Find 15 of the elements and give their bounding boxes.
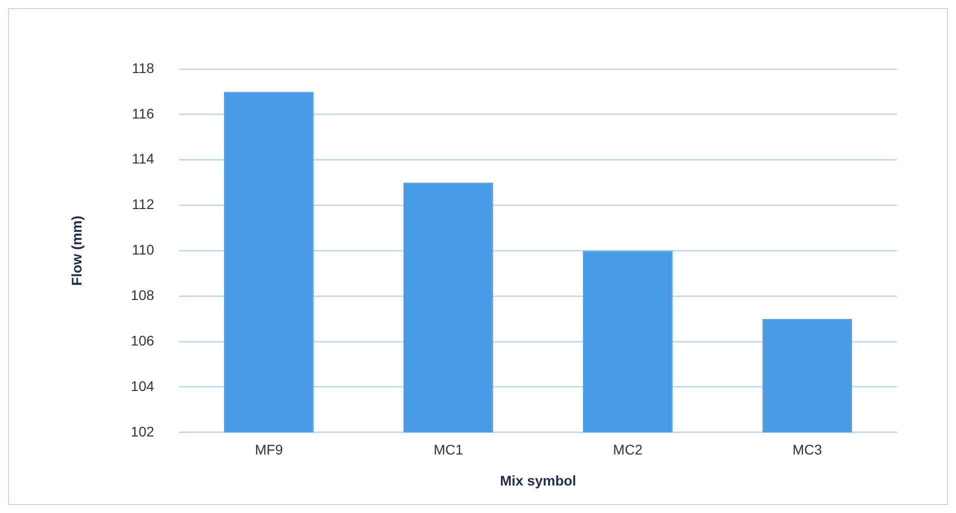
x-tick-label: MC2: [613, 442, 643, 458]
y-tick-label: 112: [132, 196, 154, 212]
y-tick-label: 102: [130, 423, 154, 440]
x-tick-label: MC3: [792, 442, 822, 458]
y-tick-label: 110: [132, 242, 154, 258]
x-tick-label: MF9: [254, 442, 284, 458]
y-axis-title: Flow (mm): [68, 216, 84, 286]
y-tick-label: 108: [130, 286, 154, 303]
y-tick-label: 106: [130, 332, 154, 348]
y-tick-label: 104: [130, 378, 154, 394]
y-tick-label: 118: [132, 60, 154, 76]
y-tick-label: 116: [132, 105, 154, 122]
x-tick-label: MC1: [434, 442, 464, 458]
x-axis-title: Mix symbol: [500, 472, 576, 488]
y-tick-label: 114: [132, 150, 154, 167]
